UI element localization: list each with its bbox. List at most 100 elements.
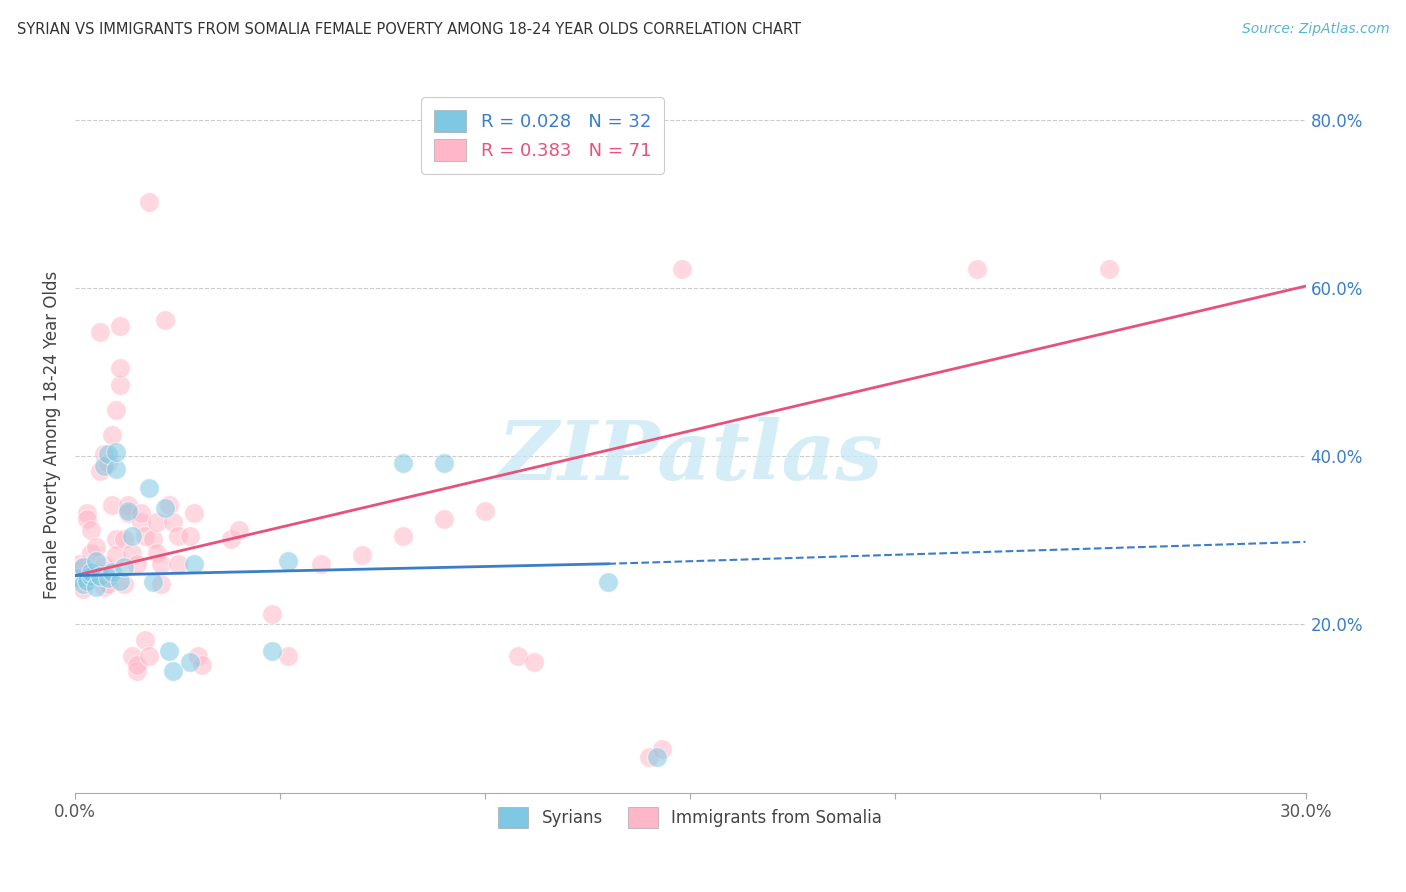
Immigrants from Somalia <box>108 360 131 375</box>
Immigrants from Somalia <box>138 649 160 664</box>
Immigrants from Somalia <box>260 607 283 622</box>
Immigrants from Somalia <box>80 546 103 560</box>
Text: SYRIAN VS IMMIGRANTS FROM SOMALIA FEMALE POVERTY AMONG 18-24 YEAR OLDS CORRELATI: SYRIAN VS IMMIGRANTS FROM SOMALIA FEMALE… <box>17 22 801 37</box>
Syrians <box>117 504 139 518</box>
Immigrants from Somalia <box>112 532 135 546</box>
Immigrants from Somalia <box>138 194 160 209</box>
Syrians <box>80 565 103 579</box>
Syrians <box>84 580 107 594</box>
Syrians <box>84 554 107 568</box>
Immigrants from Somalia <box>166 557 188 571</box>
Syrians <box>105 461 128 475</box>
Legend: Syrians, Immigrants from Somalia: Syrians, Immigrants from Somalia <box>492 801 889 834</box>
Immigrants from Somalia <box>84 540 107 554</box>
Syrians <box>183 557 205 571</box>
Immigrants from Somalia <box>125 557 148 571</box>
Immigrants from Somalia <box>309 557 332 571</box>
Syrians <box>179 655 201 669</box>
Immigrants from Somalia <box>117 498 139 512</box>
Immigrants from Somalia <box>76 506 98 520</box>
Immigrants from Somalia <box>72 582 94 596</box>
Immigrants from Somalia <box>97 577 120 591</box>
Immigrants from Somalia <box>134 632 156 647</box>
Immigrants from Somalia <box>150 577 173 591</box>
Text: Source: ZipAtlas.com: Source: ZipAtlas.com <box>1241 22 1389 37</box>
Immigrants from Somalia <box>108 318 131 333</box>
Immigrants from Somalia <box>108 377 131 392</box>
Immigrants from Somalia <box>150 557 173 571</box>
Syrians <box>97 447 120 461</box>
Syrians <box>101 565 124 579</box>
Syrians <box>157 644 180 658</box>
Immigrants from Somalia <box>162 515 184 529</box>
Immigrants from Somalia <box>142 532 165 546</box>
Syrians <box>97 571 120 585</box>
Syrians <box>162 664 184 678</box>
Immigrants from Somalia <box>638 750 661 764</box>
Immigrants from Somalia <box>112 577 135 591</box>
Immigrants from Somalia <box>191 657 214 672</box>
Immigrants from Somalia <box>183 506 205 520</box>
Immigrants from Somalia <box>76 512 98 526</box>
Syrians <box>105 445 128 459</box>
Immigrants from Somalia <box>129 506 152 520</box>
Immigrants from Somalia <box>89 325 111 339</box>
Immigrants from Somalia <box>105 532 128 546</box>
Syrians <box>598 575 620 590</box>
Syrians <box>108 574 131 588</box>
Immigrants from Somalia <box>651 742 673 756</box>
Syrians <box>76 574 98 588</box>
Syrians <box>647 750 669 764</box>
Syrians <box>138 481 160 495</box>
Immigrants from Somalia <box>125 657 148 672</box>
Syrians <box>67 571 90 585</box>
Immigrants from Somalia <box>93 558 115 573</box>
Y-axis label: Female Poverty Among 18-24 Year Olds: Female Poverty Among 18-24 Year Olds <box>44 271 60 599</box>
Immigrants from Somalia <box>146 546 169 560</box>
Immigrants from Somalia <box>671 262 693 277</box>
Immigrants from Somalia <box>84 565 107 579</box>
Immigrants from Somalia <box>93 447 115 461</box>
Immigrants from Somalia <box>506 649 529 664</box>
Immigrants from Somalia <box>101 498 124 512</box>
Immigrants from Somalia <box>129 515 152 529</box>
Immigrants from Somalia <box>117 506 139 520</box>
Immigrants from Somalia <box>966 262 988 277</box>
Syrians <box>72 577 94 591</box>
Syrians <box>93 459 115 474</box>
Immigrants from Somalia <box>166 529 188 543</box>
Immigrants from Somalia <box>352 549 374 563</box>
Immigrants from Somalia <box>105 549 128 563</box>
Immigrants from Somalia <box>523 655 546 669</box>
Syrians <box>433 456 456 470</box>
Syrians <box>392 456 415 470</box>
Immigrants from Somalia <box>392 529 415 543</box>
Immigrants from Somalia <box>93 580 115 594</box>
Syrians <box>277 554 299 568</box>
Immigrants from Somalia <box>1098 262 1121 277</box>
Immigrants from Somalia <box>80 523 103 537</box>
Immigrants from Somalia <box>219 532 242 546</box>
Immigrants from Somalia <box>146 515 169 529</box>
Immigrants from Somalia <box>277 649 299 664</box>
Immigrants from Somalia <box>125 664 148 678</box>
Immigrants from Somalia <box>134 529 156 543</box>
Immigrants from Somalia <box>157 498 180 512</box>
Immigrants from Somalia <box>105 402 128 417</box>
Immigrants from Somalia <box>89 464 111 478</box>
Syrians <box>72 560 94 574</box>
Syrians <box>142 575 165 590</box>
Immigrants from Somalia <box>72 560 94 574</box>
Immigrants from Somalia <box>67 557 90 571</box>
Text: ZIPatlas: ZIPatlas <box>498 417 883 497</box>
Syrians <box>155 501 177 516</box>
Syrians <box>112 560 135 574</box>
Immigrants from Somalia <box>187 649 209 664</box>
Immigrants from Somalia <box>121 649 143 664</box>
Immigrants from Somalia <box>101 428 124 442</box>
Immigrants from Somalia <box>474 504 496 518</box>
Immigrants from Somalia <box>433 512 456 526</box>
Syrians <box>80 568 103 582</box>
Immigrants from Somalia <box>179 529 201 543</box>
Syrians <box>260 644 283 658</box>
